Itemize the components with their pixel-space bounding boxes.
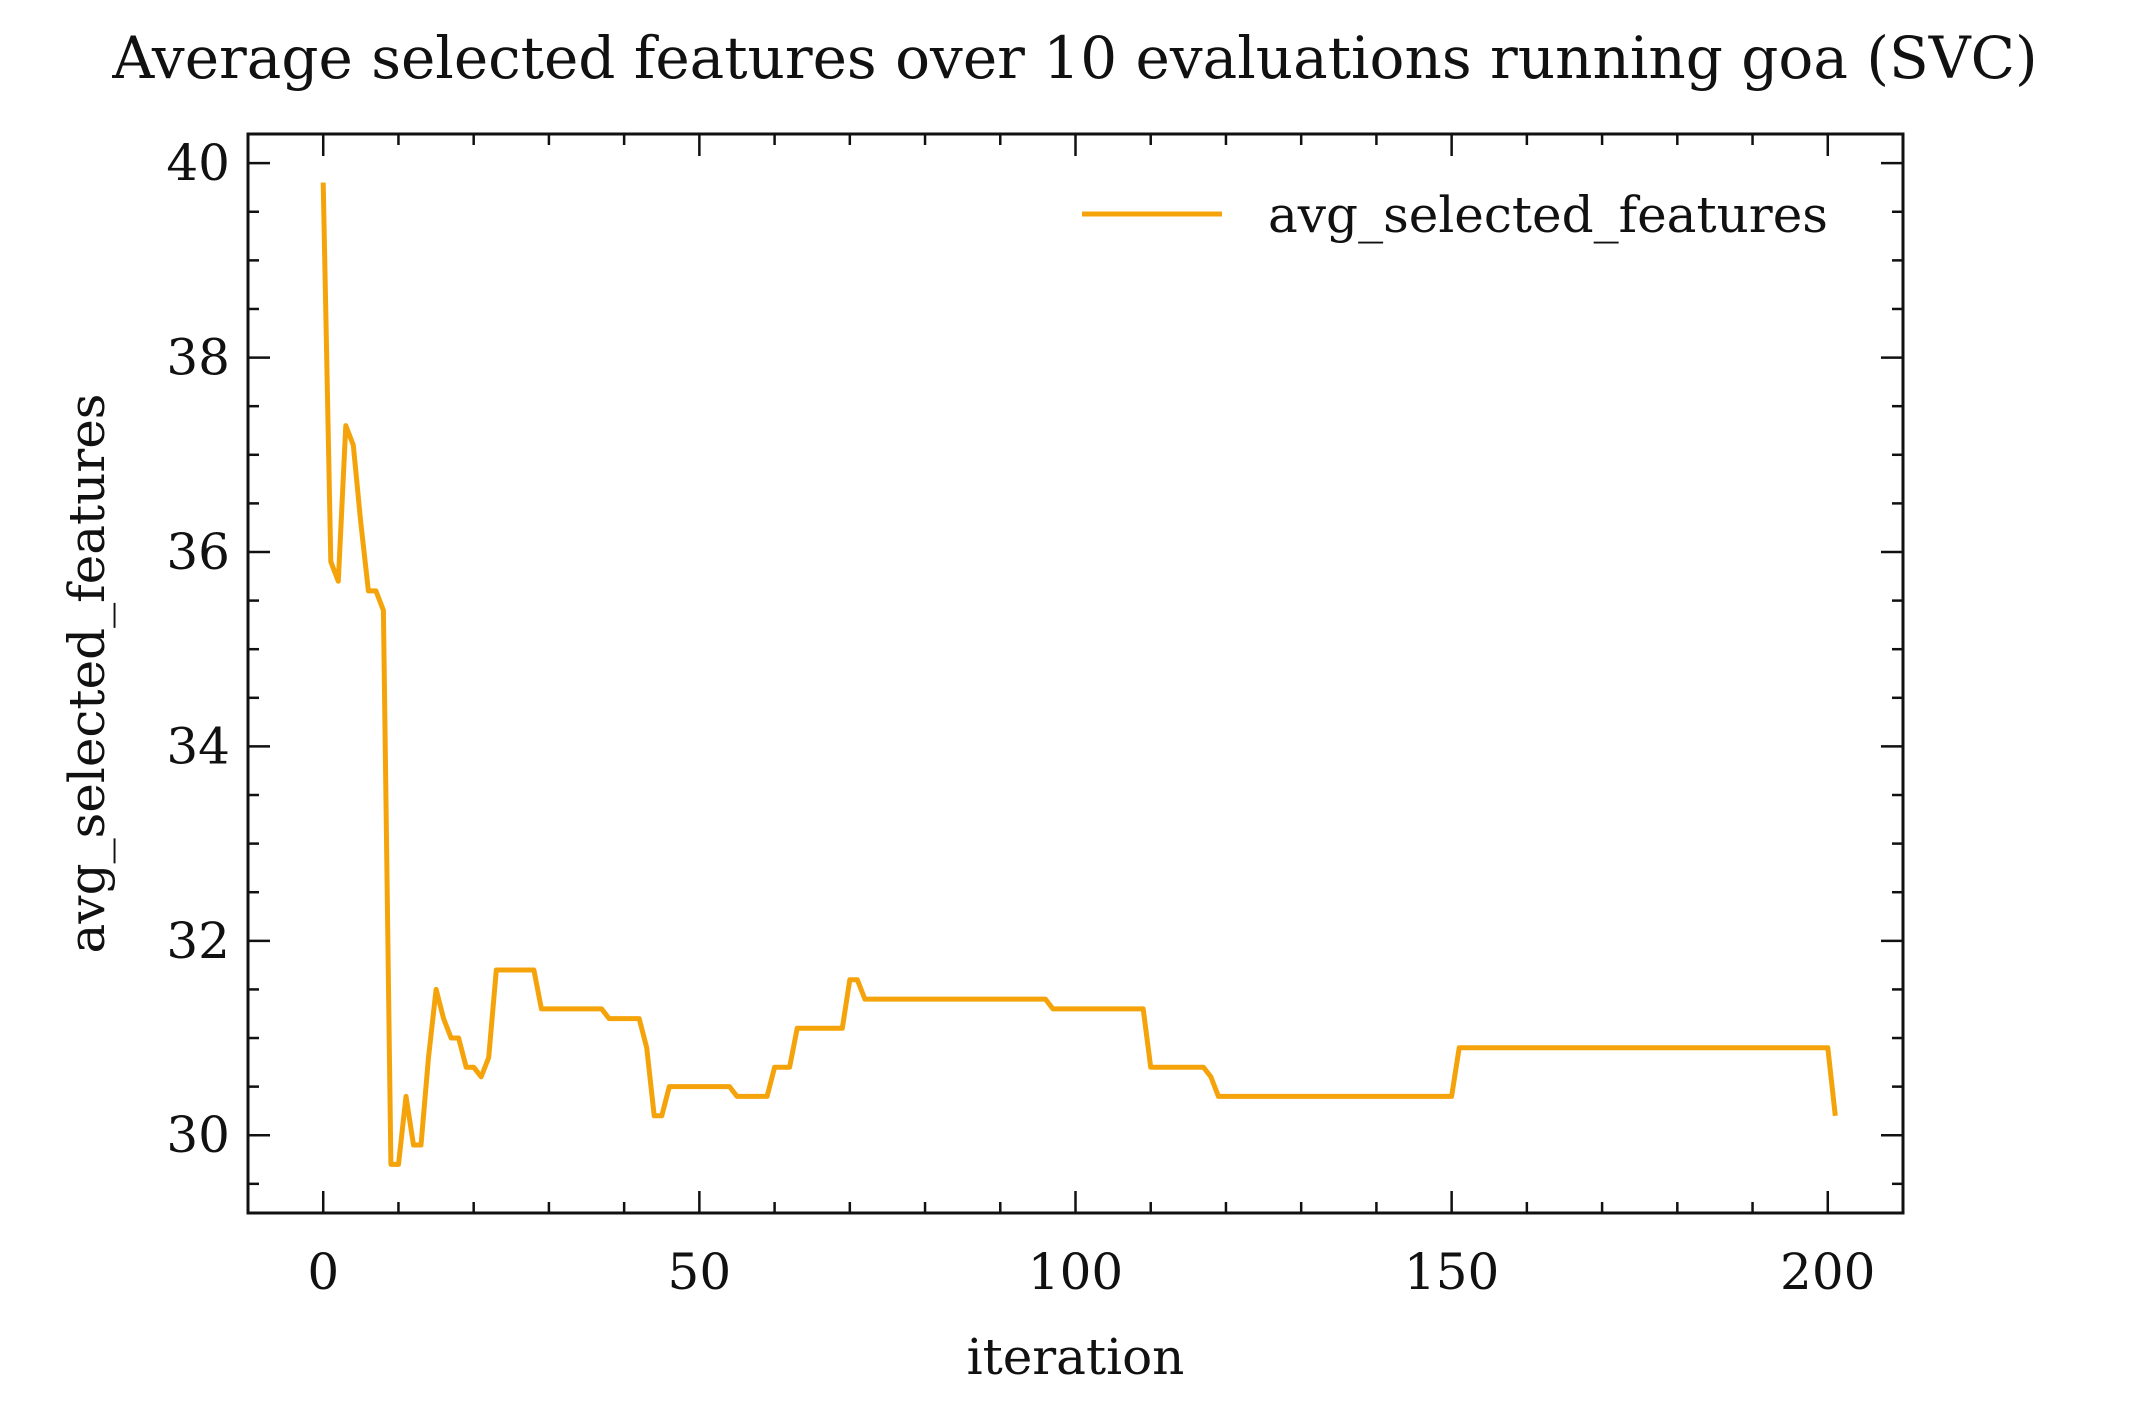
y-tick-label: 32: [166, 912, 230, 970]
x-tick-label: 150: [1404, 1243, 1499, 1301]
y-tick-label: 30: [166, 1106, 230, 1164]
y-axis-label: avg_selected_features: [58, 394, 116, 954]
x-tick-label: 100: [1028, 1243, 1123, 1301]
x-tick-label: 200: [1780, 1243, 1875, 1301]
y-tick-label: 34: [166, 717, 230, 775]
x-axis-label: iteration: [967, 1328, 1185, 1386]
x-tick-label: 50: [668, 1243, 732, 1301]
legend: avg_selected_features: [1082, 186, 1828, 244]
x-tick-label: 0: [307, 1243, 339, 1301]
series-line: [320, 182, 1838, 1167]
y-tick-label: 40: [166, 134, 230, 192]
y-axis: 30 32 34 36 38 40: [166, 134, 1903, 1186]
chart-title: Average selected features over 10 evalua…: [111, 24, 2037, 92]
legend-label: avg_selected_features: [1268, 186, 1828, 244]
y-tick-label: 36: [166, 523, 230, 581]
x-axis: 0 50 100 150 200: [246, 134, 1905, 1301]
plot-frame: [246, 132, 1905, 1215]
y-tick-label: 38: [166, 329, 230, 387]
series-layer: [320, 182, 1838, 1167]
